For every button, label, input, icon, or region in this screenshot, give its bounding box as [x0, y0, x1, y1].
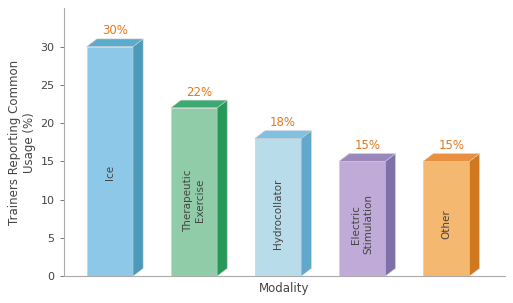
Polygon shape: [171, 100, 227, 108]
Text: 15%: 15%: [438, 139, 464, 152]
Polygon shape: [255, 131, 311, 138]
Polygon shape: [301, 131, 311, 276]
Text: Ice: Ice: [105, 165, 115, 180]
Polygon shape: [339, 154, 396, 161]
Text: 15%: 15%: [354, 139, 380, 152]
Polygon shape: [385, 154, 396, 276]
Text: 22%: 22%: [186, 86, 212, 98]
Y-axis label: Trainers Reporting Common
Usage (%): Trainers Reporting Common Usage (%): [8, 60, 36, 225]
Text: Therapeutic
Exercise: Therapeutic Exercise: [183, 169, 205, 231]
Bar: [87, 47, 133, 276]
Text: Hydrocollator: Hydrocollator: [273, 179, 283, 249]
Text: Other: Other: [441, 210, 451, 239]
Polygon shape: [217, 100, 227, 276]
Polygon shape: [423, 154, 480, 161]
Polygon shape: [133, 39, 143, 276]
Bar: [423, 161, 469, 276]
Text: 18%: 18%: [270, 116, 296, 129]
Bar: [171, 108, 217, 276]
Bar: [255, 138, 301, 276]
X-axis label: Modality: Modality: [259, 282, 309, 295]
Bar: [339, 161, 385, 276]
Text: 30%: 30%: [102, 25, 128, 37]
Polygon shape: [87, 39, 143, 47]
Text: Electric
Stimulation: Electric Stimulation: [351, 195, 373, 255]
Polygon shape: [469, 154, 480, 276]
